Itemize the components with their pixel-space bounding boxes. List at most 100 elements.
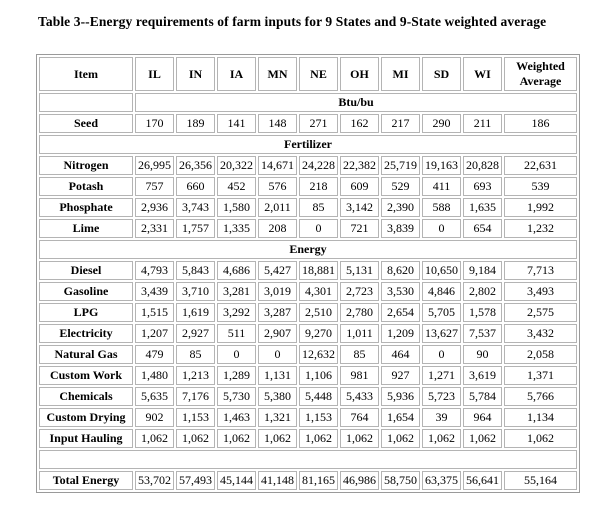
value-cell: 218 [299, 177, 338, 196]
value-cell: 141 [217, 114, 256, 133]
value-cell: 57,493 [176, 471, 215, 490]
value-cell: 5,784 [463, 387, 502, 406]
unit-label: Btu/bu [135, 93, 577, 112]
value-cell: 18,881 [299, 261, 338, 280]
value-cell: 609 [340, 177, 379, 196]
value-cell: 3,743 [176, 198, 215, 217]
value-cell: 1,062 [135, 429, 174, 448]
value-cell: 964 [463, 408, 502, 427]
value-cell: 1,289 [217, 366, 256, 385]
value-cell: 24,228 [299, 156, 338, 175]
value-cell: 1,213 [176, 366, 215, 385]
value-cell: 1,321 [258, 408, 297, 427]
value-cell: 721 [340, 219, 379, 238]
value-cell: 927 [381, 366, 420, 385]
value-cell: 411 [422, 177, 461, 196]
value-cell: 63,375 [422, 471, 461, 490]
value-cell: 90 [463, 345, 502, 364]
value-cell: 46,986 [340, 471, 379, 490]
column-header: NE [299, 57, 338, 91]
value-cell: 576 [258, 177, 297, 196]
value-cell: 3,619 [463, 366, 502, 385]
value-cell: 1,619 [176, 303, 215, 322]
value-cell: 20,828 [463, 156, 502, 175]
column-header: SD [422, 57, 461, 91]
table-row: Chemicals 5,635 7,176 5,730 5,380 5,448 5,433 5… [39, 387, 577, 406]
value-cell: 13,627 [422, 324, 461, 343]
value-cell: 1,062 [381, 429, 420, 448]
table-row: Input Hauling 1,062 1,062 1,062 1,062 1,062 1,… [39, 429, 577, 448]
column-header: MI [381, 57, 420, 91]
empty-cell [39, 93, 133, 112]
value-cell: 162 [340, 114, 379, 133]
value-cell: 1,480 [135, 366, 174, 385]
value-cell: 588 [422, 198, 461, 217]
value-cell: 1,153 [176, 408, 215, 427]
value-cell: 3,432 [504, 324, 577, 343]
value-cell: 271 [299, 114, 338, 133]
table-row: Diesel 4,793 5,843 4,686 5,427 18,881 5,131 8,6… [39, 261, 577, 280]
value-cell: 2,927 [176, 324, 215, 343]
column-header: Item [39, 57, 133, 91]
value-cell: 452 [217, 177, 256, 196]
value-cell: 2,058 [504, 345, 577, 364]
header-row: Item IL IN IA MN NE OH MI SD WI Weighted Average [39, 57, 577, 91]
value-cell: 1,062 [217, 429, 256, 448]
table-row: Electricity 1,207 2,927 511 2,907 9,270 1,011 1… [39, 324, 577, 343]
value-cell: 2,907 [258, 324, 297, 343]
value-cell: 2,510 [299, 303, 338, 322]
value-cell: 1,062 [299, 429, 338, 448]
spacer-row-cell [39, 450, 577, 469]
value-cell: 3,530 [381, 282, 420, 301]
table-row: Fertilizer [39, 135, 577, 154]
value-cell: 1,062 [176, 429, 215, 448]
value-cell: 56,641 [463, 471, 502, 490]
value-cell: 464 [381, 345, 420, 364]
value-cell: 7,713 [504, 261, 577, 280]
value-cell: 7,176 [176, 387, 215, 406]
value-cell: 85 [340, 345, 379, 364]
value-cell: 1,757 [176, 219, 215, 238]
value-cell: 539 [504, 177, 577, 196]
value-cell: 5,843 [176, 261, 215, 280]
value-cell: 39 [422, 408, 461, 427]
table-row: Natural Gas 479 85 0 0 12,632 85 464 0 90 2,058 [39, 345, 577, 364]
value-cell: 1,134 [504, 408, 577, 427]
value-cell: 2,654 [381, 303, 420, 322]
value-cell: 0 [299, 219, 338, 238]
value-cell: 12,632 [299, 345, 338, 364]
value-cell: 53,702 [135, 471, 174, 490]
row-label: Natural Gas [39, 345, 133, 364]
value-cell: 2,011 [258, 198, 297, 217]
table-row: Lime 2,331 1,757 1,335 208 0 721 3,839 0 654 1,232 [39, 219, 577, 238]
row-label: Potash [39, 177, 133, 196]
value-cell: 757 [135, 177, 174, 196]
table-title: Table 3--Energy requirements of farm inp… [38, 14, 547, 29]
value-cell: 1,062 [504, 429, 577, 448]
value-cell: 81,165 [299, 471, 338, 490]
value-cell: 3,142 [340, 198, 379, 217]
value-cell: 1,578 [463, 303, 502, 322]
value-cell: 5,448 [299, 387, 338, 406]
value-cell: 3,493 [504, 282, 577, 301]
value-cell: 22,382 [340, 156, 379, 175]
value-cell: 3,292 [217, 303, 256, 322]
value-cell: 8,620 [381, 261, 420, 280]
value-cell: 22,631 [504, 156, 577, 175]
row-label: LPG [39, 303, 133, 322]
value-cell: 25,719 [381, 156, 420, 175]
value-cell: 1,463 [217, 408, 256, 427]
table-row: Total Energy 53,702 57,493 45,144 41,148 81,1… [39, 471, 577, 490]
value-cell: 1,992 [504, 198, 577, 217]
table-row [39, 450, 577, 469]
value-cell: 186 [504, 114, 577, 133]
value-cell: 2,723 [340, 282, 379, 301]
row-label: Electricity [39, 324, 133, 343]
value-cell: 0 [422, 345, 461, 364]
value-cell: 85 [299, 198, 338, 217]
section-header: Energy [39, 240, 577, 259]
row-label: Total Energy [39, 471, 133, 490]
value-cell: 3,281 [217, 282, 256, 301]
column-header: WI [463, 57, 502, 91]
value-cell: 5,723 [422, 387, 461, 406]
